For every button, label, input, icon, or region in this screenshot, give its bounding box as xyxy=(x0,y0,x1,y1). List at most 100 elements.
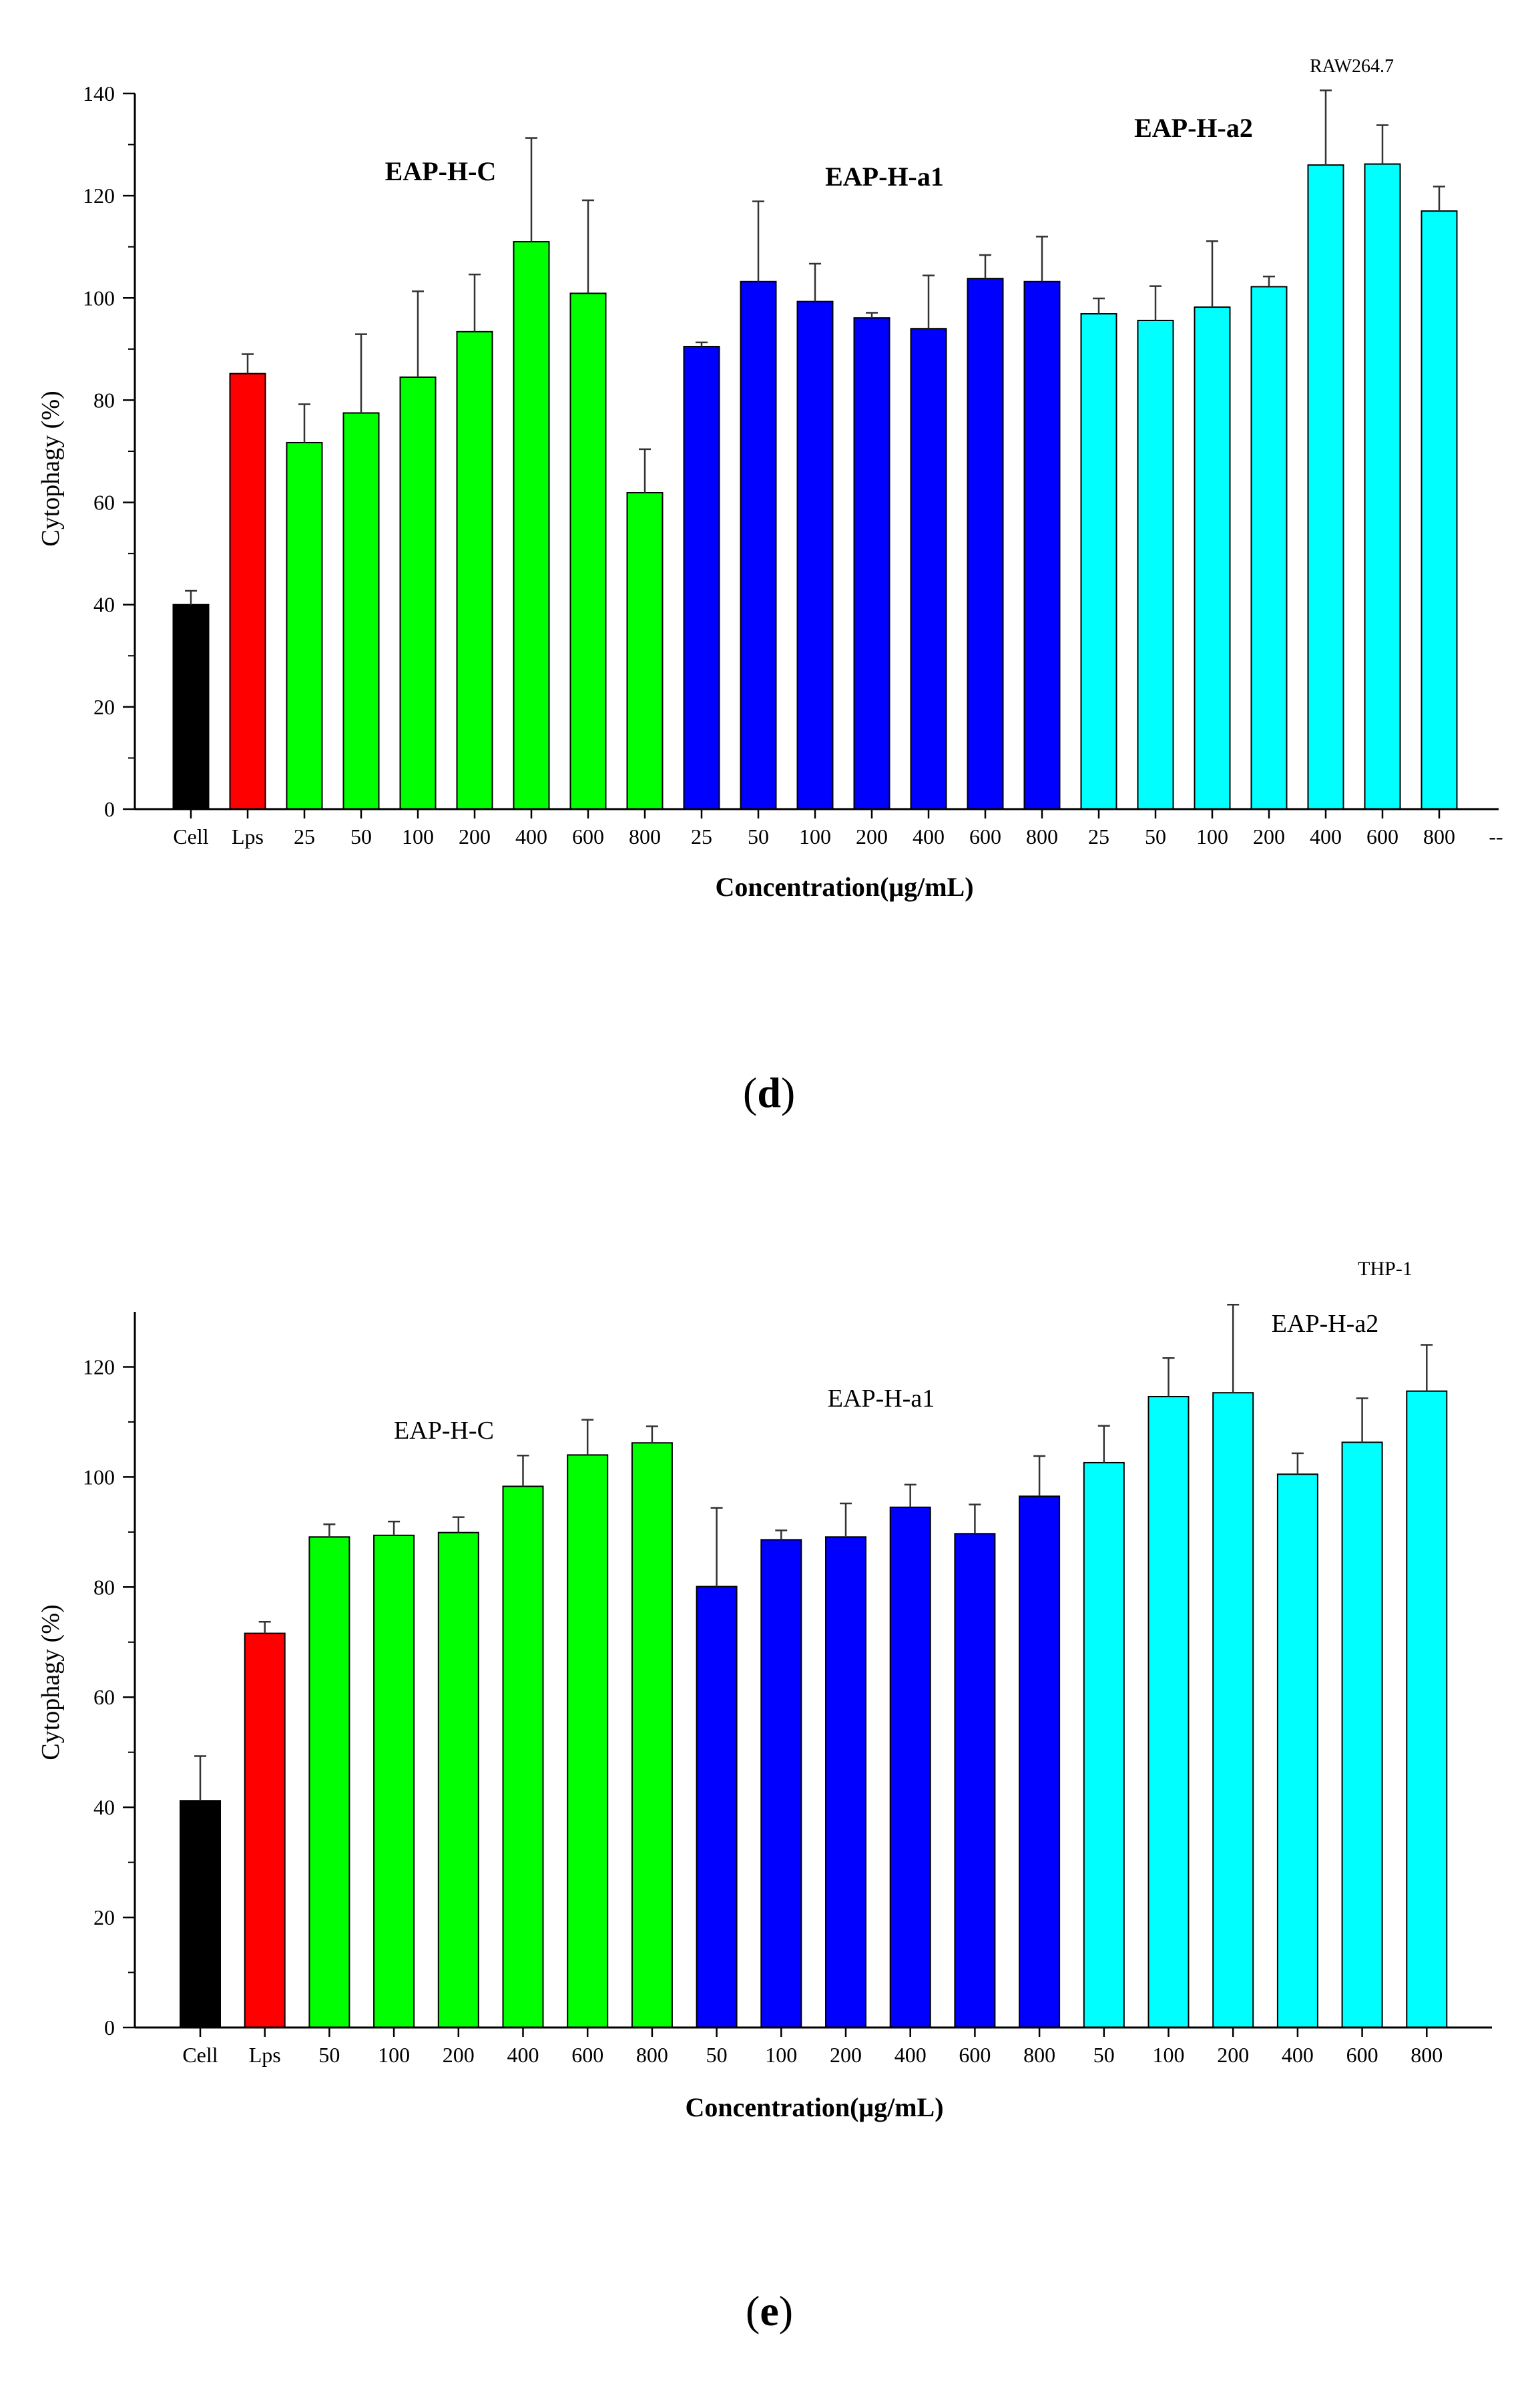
bar xyxy=(1147,1395,1190,2028)
bar xyxy=(1341,1441,1383,2028)
bar xyxy=(1307,164,1344,810)
x-tick-label: 400 xyxy=(507,2043,539,2067)
y-tick-label: 100 xyxy=(83,1465,115,1489)
chart-thp1: THP-1 EAP-H-C EAP-H-a1 EAP-H-a2 Cell Lps 5… xyxy=(37,1258,1492,2122)
x-tick-label: 50 xyxy=(706,2043,728,2067)
x-axis-title: Concentration(μg/mL) xyxy=(685,2092,943,2122)
y-tick-label: 0 xyxy=(104,797,115,821)
bar xyxy=(308,1536,350,2028)
x-tick-label: 400 xyxy=(1310,824,1342,849)
x-tick-label: 100 xyxy=(765,2043,797,2067)
x-tick-label: 600 xyxy=(1346,2043,1378,2067)
bar xyxy=(513,241,550,810)
x-tick-label: 800 xyxy=(1410,2043,1443,2067)
y-axis-title: Cytophagy (%) xyxy=(37,391,65,546)
y-tick-label: 120 xyxy=(83,184,115,208)
y-tick-label: 80 xyxy=(93,388,115,412)
x-tick-label: 200 xyxy=(856,824,888,849)
bar xyxy=(740,280,777,810)
bar xyxy=(1083,1461,1125,2028)
group-label-eap-h-c: EAP-H-C xyxy=(385,156,497,186)
bar xyxy=(456,330,493,810)
y-tick-label: 0 xyxy=(104,2015,115,2040)
bar xyxy=(683,346,720,810)
bar xyxy=(1023,280,1061,810)
bar xyxy=(954,1533,996,2029)
x-tick-label: Lps xyxy=(232,824,264,849)
bar xyxy=(825,1536,866,2028)
bar xyxy=(1080,313,1117,810)
x-tick-label: 600 xyxy=(959,2043,991,2067)
x-tick-label: 100 xyxy=(1153,2043,1185,2067)
x-tick-label: 25 xyxy=(1088,824,1109,849)
x-tick-label: 50 xyxy=(1093,2043,1115,2067)
bar xyxy=(1250,286,1288,810)
x-tick-label: 800 xyxy=(1023,2043,1055,2067)
y-tick-label: 100 xyxy=(83,286,115,310)
y-tick-label: 40 xyxy=(93,593,115,617)
bar xyxy=(567,1454,609,2028)
bar xyxy=(1194,306,1231,810)
x-tick-label: -- xyxy=(1489,824,1503,849)
y-axis-title: Cytophagy (%) xyxy=(37,1604,65,1760)
y-tick-label: 140 xyxy=(83,81,115,105)
panel-letter: d xyxy=(757,1069,781,1116)
x-tick-label: 800 xyxy=(1026,824,1058,849)
x-tick-label: 50 xyxy=(350,824,372,849)
x-tick-label: 600 xyxy=(1366,824,1398,849)
bar xyxy=(796,300,834,810)
panel-letter: e xyxy=(760,2287,779,2335)
x-tick-label: 400 xyxy=(894,2043,927,2067)
x-tick-label: 200 xyxy=(459,824,491,849)
panel-label-d: (d) xyxy=(743,1069,796,1116)
x-tick-label: 200 xyxy=(1253,824,1285,849)
x-tick-label: Cell xyxy=(173,824,208,849)
x-tick-label: 800 xyxy=(629,824,661,849)
x-tick-label: 50 xyxy=(1145,824,1166,849)
x-tick-label: 600 xyxy=(572,824,604,849)
bar xyxy=(1019,1495,1061,2028)
bar xyxy=(437,1531,479,2028)
bar xyxy=(626,492,664,810)
x-tick-label: 800 xyxy=(1423,824,1455,849)
group-label-eap-h-a1: EAP-H-a1 xyxy=(828,1385,935,1413)
group-label-eap-h-a2: EAP-H-a2 xyxy=(1134,113,1253,143)
group-label-eap-h-a2: EAP-H-a2 xyxy=(1272,1310,1378,1338)
cell-line-label: THP-1 xyxy=(1358,1258,1413,1280)
y-tick-label: 60 xyxy=(93,491,115,515)
x-tick-label: 400 xyxy=(1282,2043,1314,2067)
x-tick-label: 600 xyxy=(969,824,1001,849)
bar xyxy=(244,1632,286,2029)
x-tick-label: 400 xyxy=(515,824,547,849)
bar xyxy=(1276,1473,1318,2028)
bar xyxy=(569,292,607,810)
x-tick-label: Lps xyxy=(249,2043,281,2067)
bar xyxy=(1137,319,1174,810)
bar xyxy=(172,604,210,810)
bar xyxy=(1364,163,1401,810)
bar-series xyxy=(172,89,1458,810)
x-tick-label: 100 xyxy=(402,824,434,849)
axes: Cell Lps 50 100 200 400 600 800 50 100 200 400 600 80… xyxy=(83,1312,1492,2067)
bar xyxy=(1406,1390,1448,2028)
panel-label-e: (e) xyxy=(746,2287,794,2335)
y-tick-label: 80 xyxy=(93,1575,115,1599)
bar xyxy=(286,441,323,810)
x-tick-label: 100 xyxy=(799,824,831,849)
group-label-eap-h-a1: EAP-H-a1 xyxy=(825,162,944,192)
bar xyxy=(399,376,437,810)
x-tick-label: 600 xyxy=(571,2043,603,2067)
bar xyxy=(1421,210,1458,810)
bar xyxy=(696,1586,738,2029)
y-tick-label: 40 xyxy=(93,1795,115,1819)
x-tick-label: 800 xyxy=(636,2043,668,2067)
cell-line-label: RAW264.7 xyxy=(1310,56,1394,77)
bar xyxy=(760,1539,802,2029)
chart-raw264: RAW264.7 EAP-H-C EAP-H-a1 EAP-H-a2 Cell L… xyxy=(37,56,1503,902)
bar xyxy=(889,1506,931,2029)
group-label-eap-h-c: EAP-H-C xyxy=(394,1417,494,1445)
bar xyxy=(967,278,1004,810)
x-tick-label: 25 xyxy=(294,824,315,849)
bar xyxy=(229,373,266,810)
